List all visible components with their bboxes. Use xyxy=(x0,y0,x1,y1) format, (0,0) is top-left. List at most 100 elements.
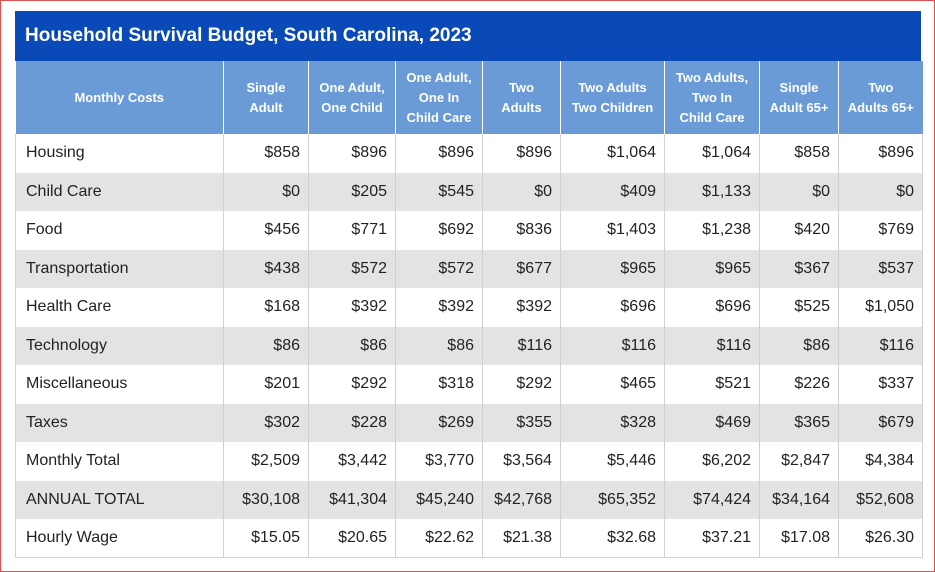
table-cell: $86 xyxy=(759,326,839,365)
table-cell: $30,108 xyxy=(223,480,309,519)
row-label: ANNUAL TOTAL xyxy=(15,480,224,519)
column-header: Single Adult 65+ xyxy=(759,61,839,134)
table-cell: $1,238 xyxy=(664,211,760,250)
table-cell: $6,202 xyxy=(664,442,760,481)
table-cell: $228 xyxy=(308,403,396,442)
row-label: Miscellaneous xyxy=(15,365,224,404)
table-row: Health Care $168 $392 $392 $392 $696 $696 $525 $… xyxy=(15,288,923,327)
table-cell: $677 xyxy=(482,249,561,288)
table-cell: $355 xyxy=(482,403,561,442)
column-header: Two Adults, Two In Child Care xyxy=(664,61,760,134)
table-cell: $41,304 xyxy=(308,480,396,519)
table-cell: $858 xyxy=(223,134,309,173)
table-cell: $65,352 xyxy=(560,480,665,519)
table-cell: $37.21 xyxy=(664,519,760,558)
table-cell: $3,564 xyxy=(482,442,561,481)
table-cell: $2,509 xyxy=(223,442,309,481)
table-cell: $545 xyxy=(395,172,483,211)
column-header: One Adult, One In Child Care xyxy=(395,61,483,134)
table-cell: $572 xyxy=(308,249,396,288)
table-row: Transportation $438 $572 $572 $677 $965 $965 $3… xyxy=(15,249,923,288)
table-cell: $392 xyxy=(395,288,483,327)
table-row: Hourly Wage $15.05 $20.65 $22.62 $21.38 $32.6… xyxy=(15,519,923,558)
row-label: Food xyxy=(15,211,224,250)
table-cell: $696 xyxy=(560,288,665,327)
table-cell: $456 xyxy=(223,211,309,250)
table-cell: $86 xyxy=(308,326,396,365)
table-cell: $696 xyxy=(664,288,760,327)
table-cell: $896 xyxy=(482,134,561,173)
table-cell: $1,133 xyxy=(664,172,760,211)
row-label: Health Care xyxy=(15,288,224,327)
table-cell: $86 xyxy=(223,326,309,365)
table-cell: $965 xyxy=(664,249,760,288)
table-cell: $226 xyxy=(759,365,839,404)
table-cell: $116 xyxy=(838,326,923,365)
table-cell: $438 xyxy=(223,249,309,288)
row-label: Child Care xyxy=(15,172,224,211)
table-cell: $3,442 xyxy=(308,442,396,481)
table-cell: $0 xyxy=(838,172,923,211)
table-cell: $409 xyxy=(560,172,665,211)
column-header: Two Adults xyxy=(482,61,561,134)
table-cell: $32.68 xyxy=(560,519,665,558)
row-label: Housing xyxy=(15,134,224,173)
table-cell: $318 xyxy=(395,365,483,404)
table-cell: $15.05 xyxy=(223,519,309,558)
row-label: Taxes xyxy=(15,403,224,442)
table-cell: $679 xyxy=(838,403,923,442)
table-cell: $20.65 xyxy=(308,519,396,558)
table-cell: $0 xyxy=(482,172,561,211)
budget-table: Monthly Costs Single Adult One Adult, One … xyxy=(15,61,923,558)
table-cell: $86 xyxy=(395,326,483,365)
table-cell: $21.38 xyxy=(482,519,561,558)
table-cell: $525 xyxy=(759,288,839,327)
table-cell: $74,424 xyxy=(664,480,760,519)
table-cell: $4,384 xyxy=(838,442,923,481)
table-row: ANNUAL TOTAL $30,108 $41,304 $45,240 $42,768… xyxy=(15,480,923,519)
table-cell: $302 xyxy=(223,403,309,442)
table-cell: $292 xyxy=(308,365,396,404)
table-cell: $521 xyxy=(664,365,760,404)
table-cell: $292 xyxy=(482,365,561,404)
table-cell: $337 xyxy=(838,365,923,404)
table-cell: $116 xyxy=(664,326,760,365)
table-cell: $45,240 xyxy=(395,480,483,519)
column-header: One Adult, One Child xyxy=(308,61,396,134)
table-cell: $365 xyxy=(759,403,839,442)
table-row: Monthly Total $2,509 $3,442 $3,770 $3,564 $5,… xyxy=(15,442,923,481)
table-cell: $205 xyxy=(308,172,396,211)
table-row: Food $456 $771 $692 $836 $1,403 $1,238 $420 $769 xyxy=(15,211,923,250)
table-cell: $896 xyxy=(308,134,396,173)
table-row: Technology $86 $86 $86 $116 $116 $116 $86 $116 xyxy=(15,326,923,365)
header-row: Monthly Costs Single Adult One Adult, One … xyxy=(15,61,923,134)
table-cell: $2,847 xyxy=(759,442,839,481)
column-header: Two Adults Two Children xyxy=(560,61,665,134)
table-cell: $3,770 xyxy=(395,442,483,481)
table-cell: $469 xyxy=(664,403,760,442)
table-cell: $168 xyxy=(223,288,309,327)
table-row: Child Care $0 $205 $545 $0 $409 $1,133 $0 $0 xyxy=(15,172,923,211)
row-label: Hourly Wage xyxy=(15,519,224,558)
table-cell: $42,768 xyxy=(482,480,561,519)
table-cell: $392 xyxy=(482,288,561,327)
table-cell: $26.30 xyxy=(838,519,923,558)
table-cell: $537 xyxy=(838,249,923,288)
table-cell: $1,403 xyxy=(560,211,665,250)
table-cell: $201 xyxy=(223,365,309,404)
table-cell: $269 xyxy=(395,403,483,442)
table-cell: $1,064 xyxy=(664,134,760,173)
column-header: Single Adult xyxy=(223,61,309,134)
table-cell: $1,064 xyxy=(560,134,665,173)
table-cell: $34,164 xyxy=(759,480,839,519)
table-cell: $836 xyxy=(482,211,561,250)
table-cell: $896 xyxy=(395,134,483,173)
table-row: Miscellaneous $201 $292 $318 $292 $465 $521 $22… xyxy=(15,365,923,404)
page-title: Household Survival Budget, South Carolin… xyxy=(15,11,921,61)
table-row: Housing $858 $896 $896 $896 $1,064 $1,064 $858 $… xyxy=(15,134,923,173)
table-cell: $367 xyxy=(759,249,839,288)
table-cell: $17.08 xyxy=(759,519,839,558)
row-label: Transportation xyxy=(15,249,224,288)
table-cell: $0 xyxy=(223,172,309,211)
